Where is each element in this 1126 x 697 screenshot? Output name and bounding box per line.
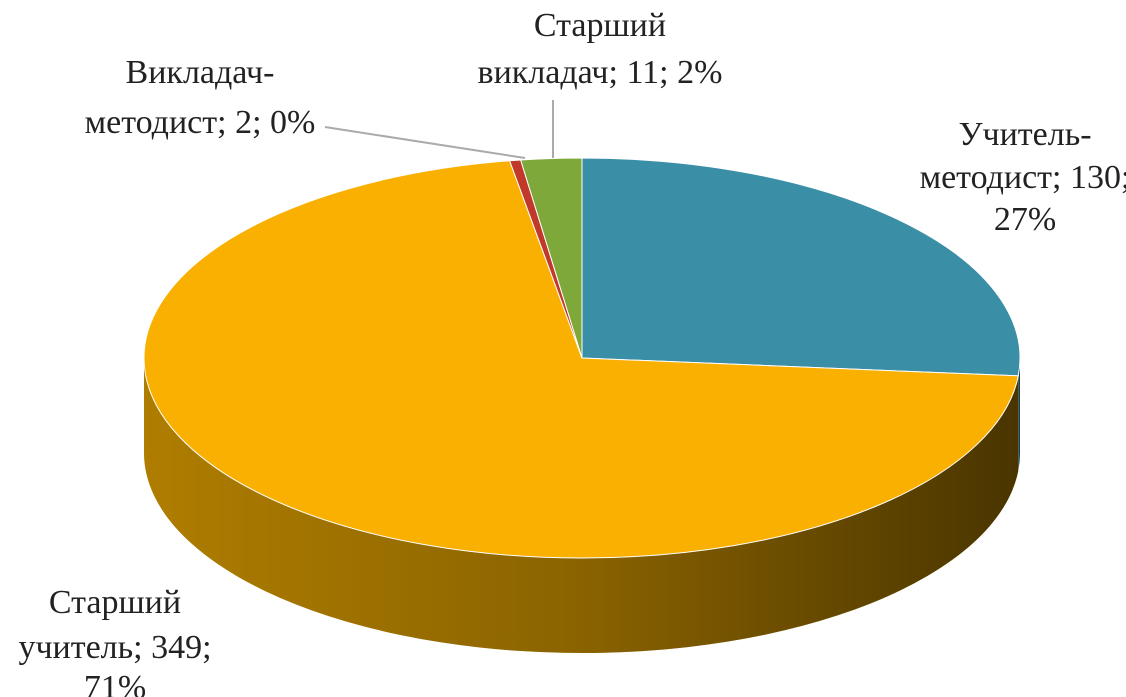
data-label: методист; 2; 0% [85,104,316,141]
data-label: викладач; 11; 2% [478,54,723,91]
pie-sides [144,358,1020,654]
slice [143,160,1019,559]
pie-top [143,157,1021,559]
labels: Учитель-методист; 130; 27% Старший учитель;… [18,7,1126,697]
data-label: 27% [994,201,1056,238]
data-label: Учитель- [958,116,1091,153]
slice [520,157,583,359]
data-label: учитель; 349; [18,629,211,666]
slice-side-shade [1018,358,1020,471]
data-label: методист; 130; [920,159,1126,196]
data-label: Старший [49,584,181,621]
data-label: 71% [84,669,146,697]
slice-side-shade [144,358,1019,654]
slice [581,157,1021,377]
data-label: Викладач- [126,54,275,91]
data-label: Старший [534,7,666,44]
leader-line [324,126,526,159]
